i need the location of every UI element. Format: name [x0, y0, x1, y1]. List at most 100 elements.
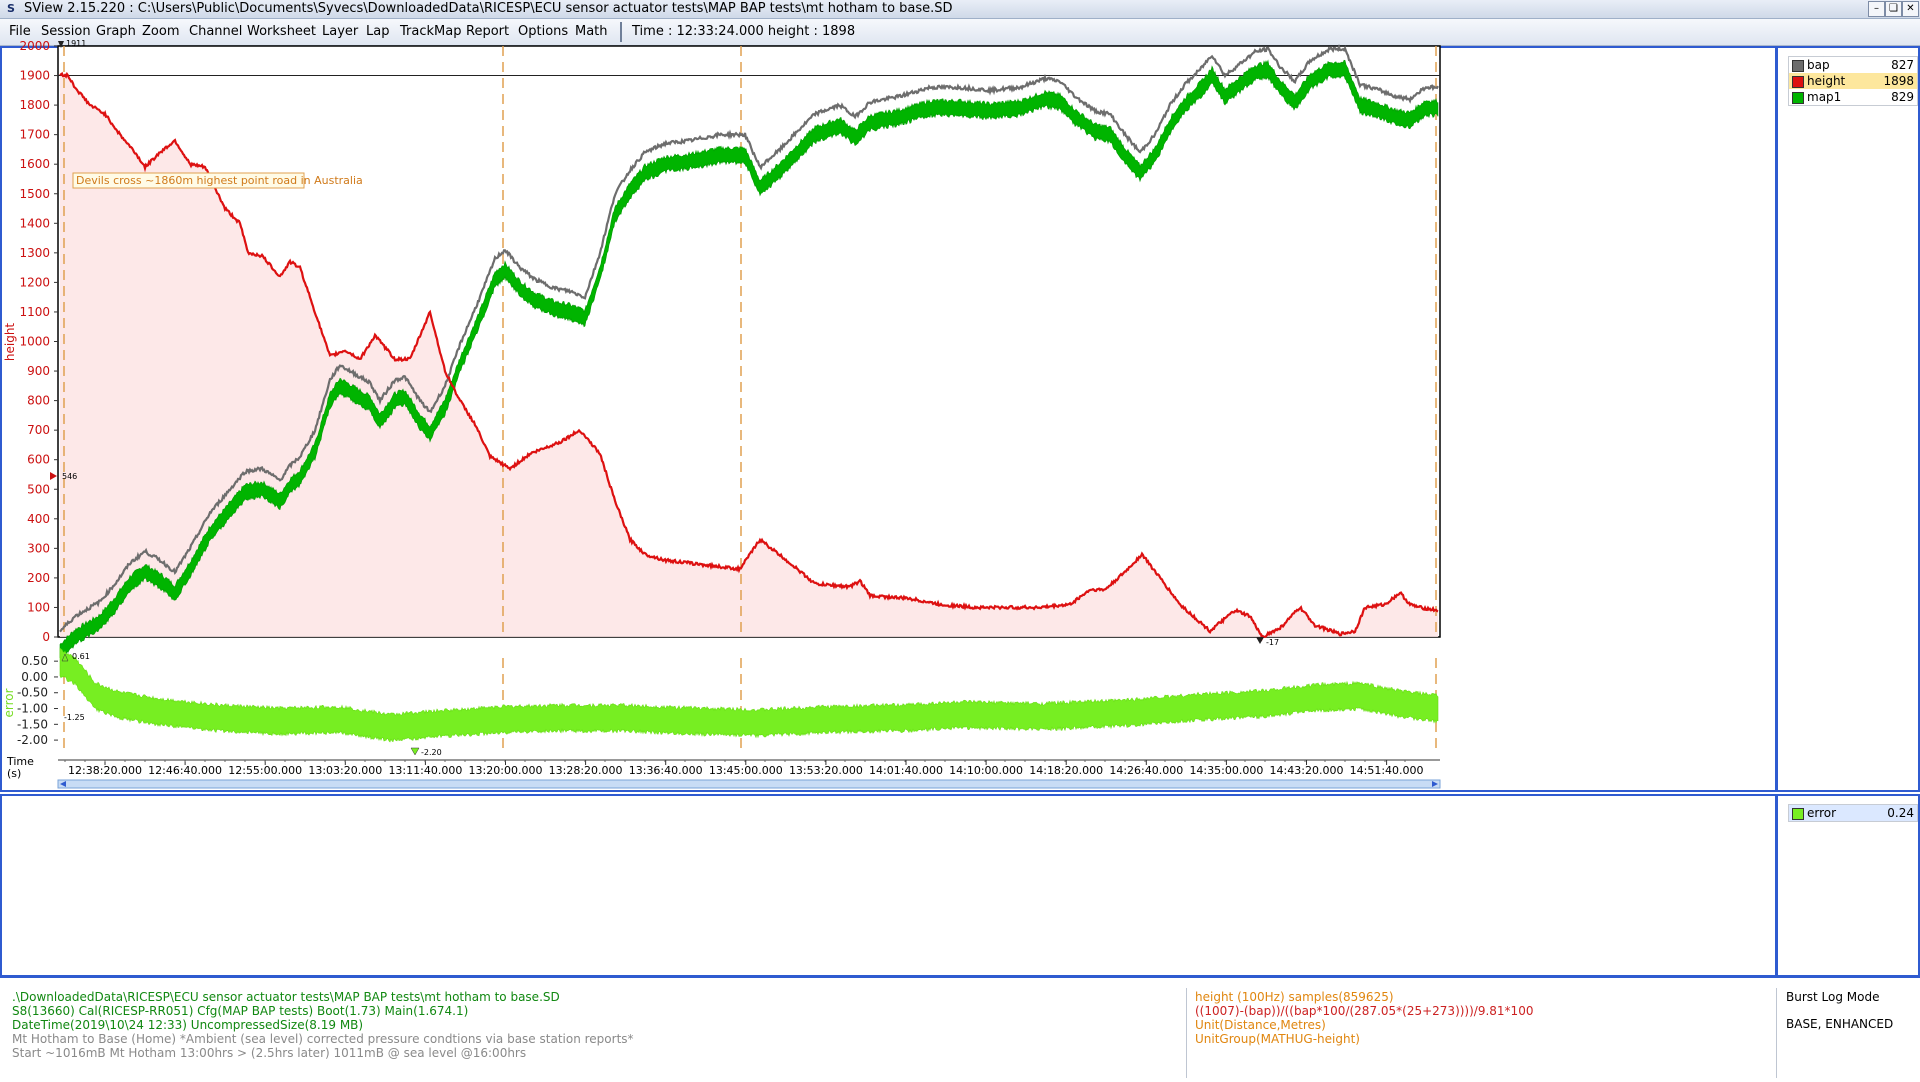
legend-value: 0.24	[1887, 806, 1914, 820]
log-mode-label: Burst Log Mode	[1786, 990, 1880, 1004]
error-marker-label: -2.20	[421, 748, 442, 757]
y-axis-label: height	[3, 323, 17, 362]
y-tick-label: 700	[27, 423, 50, 437]
y-tick-label: 0	[42, 630, 50, 644]
footer-divider	[1186, 988, 1187, 1078]
error-legend: error 0.24	[1776, 794, 1920, 977]
legend-value: 827	[1891, 58, 1914, 72]
window-title: SView 2.15.220 : C:\Users\Public\Documen…	[24, 1, 953, 16]
menu-zoom[interactable]: Zoom	[142, 24, 180, 39]
x-tick-label: 13:36:40.000	[629, 764, 703, 777]
x-tick-label: 14:10:00.000	[949, 764, 1023, 777]
legend-swatch	[1792, 76, 1804, 88]
datetime-info: DateTime(2019\10\24 12:33) UncompressedS…	[12, 1018, 364, 1032]
log-mode-value: BASE, ENHANCED	[1786, 1017, 1894, 1031]
scroll-right-icon	[1432, 781, 1438, 787]
channel-unitgroup: UnitGroup(MATHUG-height)	[1195, 1032, 1360, 1046]
minimize-icon[interactable]: –	[1868, 1, 1885, 17]
x-tick-label: 14:51:40.000	[1350, 764, 1424, 777]
annotation	[72, 172, 305, 189]
error-y-tick-label: -2.00	[17, 733, 48, 747]
error-series	[59, 647, 1439, 743]
y-tick-label: 500	[27, 482, 50, 496]
legend-table: bap 827 height 1898 map1 829	[1788, 56, 1918, 106]
legend-value: 1898	[1883, 74, 1914, 88]
menu-math[interactable]: Math	[575, 24, 608, 39]
error-y-tick-label: 0.50	[21, 654, 48, 668]
annotation-text: Devils cross ~1860m highest point road i…	[76, 174, 363, 187]
menu-file[interactable]: File	[9, 24, 31, 39]
menu-session[interactable]: Session	[41, 24, 91, 39]
error-marker-max	[61, 653, 69, 662]
menu-graph[interactable]: Graph	[96, 24, 136, 39]
footer-divider	[1776, 988, 1777, 1078]
x-tick-label: 14:01:40.000	[869, 764, 943, 777]
menu-report[interactable]: Report	[466, 24, 510, 39]
file-path: .\DownloadedData\RICESP\ECU sensor actua…	[12, 990, 560, 1004]
x-tick-label: 12:38:20.000	[68, 764, 142, 777]
x-tick-label: 14:26:40.000	[1109, 764, 1183, 777]
menu-channel[interactable]: Channel	[189, 24, 243, 39]
x-tick-label: 13:03:20.000	[308, 764, 382, 777]
y-tick-label: 1600	[19, 157, 50, 171]
annotation-box	[72, 172, 305, 189]
error-y-tick-label: -1.50	[17, 717, 48, 731]
channel-info: height (100Hz) samples(859625) ((1007)-(…	[1195, 990, 1533, 1046]
y-tick-label: 1700	[19, 128, 50, 142]
channel-samples: height (100Hz) samples(859625)	[1195, 990, 1394, 1004]
legend-value: 829	[1891, 90, 1914, 104]
error-y-tick-label: -0.50	[17, 686, 48, 700]
legend-table: error 0.24	[1788, 804, 1918, 822]
error-y-axis-label: error	[2, 688, 16, 717]
menu-layer[interactable]: Layer	[322, 24, 359, 39]
y-tick-label: 1500	[19, 187, 50, 201]
x-tick-label: 13:45:00.000	[709, 764, 783, 777]
x-tick-label: 13:11:40.000	[388, 764, 462, 777]
menu-trackmap[interactable]: TrackMap	[400, 24, 462, 39]
ecu-info: S8(13660) Cal(RICESP-RR051) Cfg(MAP BAP …	[12, 1004, 469, 1018]
pressure-note: Start ~1016mB Mt Hotham 13:00hrs > (2.5h…	[12, 1046, 527, 1060]
marker-label: -17	[1266, 638, 1279, 647]
legend-name: map1	[1807, 90, 1842, 104]
close-icon[interactable]: ✕	[1902, 1, 1919, 17]
error-y-tick-label: -1.00	[17, 702, 48, 716]
menu-worksheet[interactable]: Worksheet	[247, 24, 317, 39]
y-tick-label: 400	[27, 512, 50, 526]
y-tick-label: 200	[27, 571, 50, 585]
x-tick-label: 14:43:20.000	[1270, 764, 1344, 777]
session-note: Mt Hotham to Base (Home) *Ambient (sea l…	[12, 1032, 634, 1046]
file-info: .\DownloadedData\RICESP\ECU sensor actua…	[12, 990, 634, 1060]
bap-series	[59, 43, 1439, 633]
restore-icon[interactable]: ❏	[1885, 1, 1902, 17]
y-tick-label: 900	[27, 364, 50, 378]
horizontal-scrollbar	[57, 779, 1441, 789]
y-tick-label: 1800	[19, 98, 50, 112]
y-tick-label: 1400	[19, 216, 50, 230]
x-tick-label: 14:35:00.000	[1189, 764, 1263, 777]
y-tick-label: 1000	[19, 335, 50, 349]
legend-swatch	[1792, 808, 1804, 820]
menu-options[interactable]: Options	[518, 24, 569, 39]
legend-swatch	[1792, 60, 1804, 72]
channel-formula: ((1007)-(bap))/((bap*100/(287.05*(25+273…	[1195, 1004, 1534, 1018]
menu-lap[interactable]: Lap	[366, 24, 390, 39]
x-tick-label: 12:55:00.000	[228, 764, 302, 777]
app-icon: S	[7, 2, 15, 15]
cursor-status: Time : 12:33:24.000 height : 1898	[632, 24, 856, 39]
legend-name: bap	[1807, 58, 1830, 72]
y-tick-label: 1100	[19, 305, 50, 319]
menu-separator	[620, 22, 622, 42]
x-tick-label: 14:18:20.000	[1029, 764, 1103, 777]
legend-row-error[interactable]: error 0.24	[1789, 805, 1917, 821]
x-tick-label: 13:53:20.000	[789, 764, 863, 777]
y-tick-label: 1200	[19, 275, 50, 289]
marker-label: 1911	[66, 39, 86, 48]
x-tick-label: 13:28:20.000	[549, 764, 623, 777]
title-bar: S SView 2.15.220 : C:\Users\Public\Docum…	[0, 0, 1920, 19]
legend-row-height[interactable]: height 1898	[1789, 73, 1917, 89]
info-footer: .\DownloadedData\RICESP\ECU sensor actua…	[0, 976, 1920, 1082]
legend-row-bap[interactable]: bap 827	[1789, 57, 1917, 73]
legend-name: error	[1807, 806, 1837, 820]
legend-row-map1[interactable]: map1 829	[1789, 89, 1917, 105]
error-graph-panel[interactable]	[0, 794, 1777, 977]
